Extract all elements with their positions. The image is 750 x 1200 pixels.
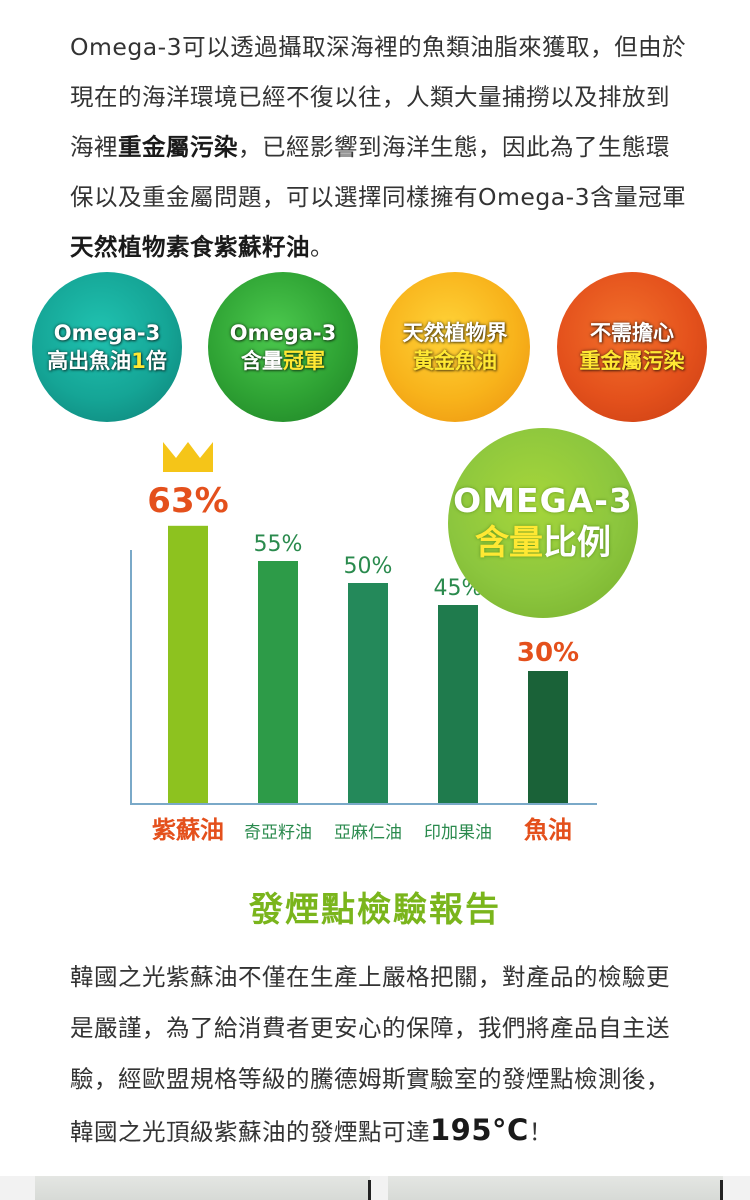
- feature-circle-no-heavy-metal: 不需擔心 重金屬污染: [557, 272, 707, 422]
- report-line-4c: ！: [528, 1118, 553, 1146]
- chart-bar-5: [528, 671, 568, 803]
- chart-bar-2: [258, 561, 298, 803]
- intro-line-4: 保以及重金屬問題，可以選擇同樣擁有Omega-3含量冠軍: [70, 183, 687, 211]
- chart-value-label-5: 30%: [517, 638, 579, 668]
- report-line-4a: 韓國之光頂級紫蘇油的發煙點可達: [70, 1118, 430, 1146]
- report-line-3: 驗，經歐盟規格等級的騰德姆斯實驗室的發煙點檢測後，: [70, 1065, 670, 1093]
- intro-line-3a: 海裡: [70, 133, 118, 161]
- feature-circle-omega3-champion: Omega-3 含量冠軍: [208, 272, 358, 422]
- chart-bar-4: [438, 605, 478, 803]
- chart-category-label-3: 亞麻仁油: [334, 823, 402, 843]
- intro-line-5b: 。: [310, 233, 334, 261]
- feature-circle-top: 不需擔心: [590, 321, 674, 345]
- intro-line-3c: ，已經影響到海洋生態，因此為了生態環: [238, 133, 670, 161]
- intro-heavy-metal: 重金屬污染: [118, 133, 238, 161]
- chart-category-label-1: 紫蘇油: [152, 816, 224, 844]
- feature-circle-bottom: 高出魚油1倍: [47, 349, 167, 373]
- feature-circle-plant-gold: 天然植物界 黃金魚油: [380, 272, 530, 422]
- bottom-image-strip: [0, 1176, 750, 1200]
- intro-line-2: 現在的海洋環境已經不復以往，人類大量捕撈以及排放到: [70, 83, 670, 111]
- smoke-point-report-title: 發煙點檢驗報告: [249, 890, 501, 930]
- report-image-right: [388, 1176, 723, 1200]
- report-paragraph: 韓國之光紫蘇油不僅在生產上嚴格把關，對產品的檢驗更 是嚴謹，為了給消費者更安心的…: [70, 952, 720, 1158]
- chart-category-label-5: 魚油: [524, 816, 572, 844]
- feature-circle-bottom: 黃金魚油: [413, 349, 497, 373]
- feature-circle-bottom: 含量冠軍: [241, 349, 325, 373]
- omega3-ratio-badge: OMEGA-3 含量比例: [448, 428, 638, 618]
- chart-value-label-2: 55%: [254, 532, 303, 557]
- intro-perilla-highlight: 天然植物素食紫蘇籽油: [70, 233, 310, 261]
- chart-value-label-1: 63%: [147, 481, 228, 521]
- report-image-left: [35, 1176, 370, 1200]
- feature-circle-bottom: 重金屬污染: [579, 349, 685, 373]
- badge-subtitle: 含量比例: [475, 523, 611, 563]
- feature-circle-top: Omega-3: [229, 321, 337, 345]
- report-line-2: 是嚴謹，為了給消費者更安心的保障，我們將產品自主送: [70, 1014, 670, 1042]
- strip-divider: [368, 1180, 371, 1200]
- intro-paragraph: Omega-3可以透過攝取深海裡的魚類油脂來獲取，但由於 現在的海洋環境已經不復…: [70, 22, 720, 272]
- feature-circle-top: Omega-3: [53, 321, 161, 345]
- chart-category-label-2: 奇亞籽油: [244, 823, 312, 843]
- crown-icon: [163, 442, 213, 472]
- report-line-1: 韓國之光紫蘇油不僅在生產上嚴格把關，對產品的檢驗更: [70, 963, 670, 991]
- chart-value-label-3: 50%: [344, 554, 393, 579]
- chart-category-label-4: 印加果油: [424, 823, 492, 843]
- intro-line-1: Omega-3可以透過攝取深海裡的魚類油脂來獲取，但由於: [70, 33, 687, 61]
- strip-divider: [720, 1180, 723, 1200]
- chart-bar-3: [348, 583, 388, 803]
- feature-circle-omega3-fish: Omega-3 高出魚油1倍: [32, 272, 182, 422]
- feature-circle-top: 天然植物界: [402, 321, 508, 345]
- badge-title: OMEGA-3: [453, 481, 633, 520]
- chart-bar-1: [168, 525, 208, 803]
- report-smoke-point-value: 195°C: [430, 1113, 529, 1147]
